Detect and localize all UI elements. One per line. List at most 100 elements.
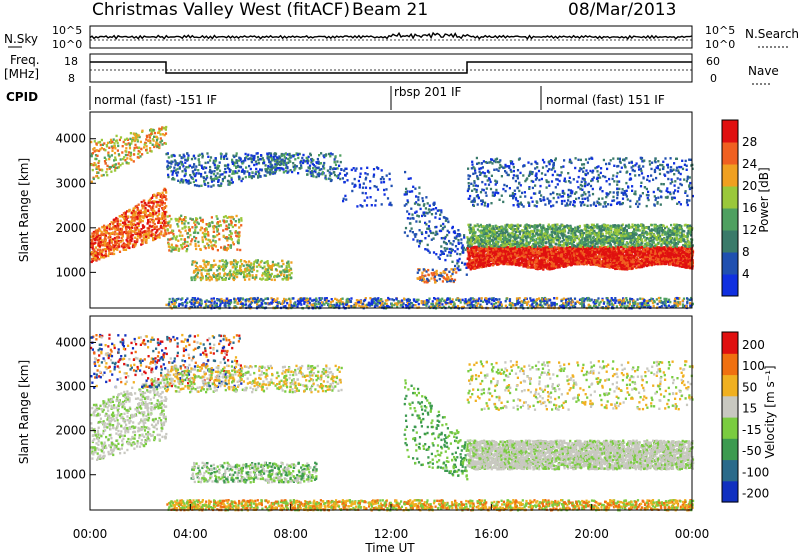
power-scatter (171, 178, 173, 180)
power-scatter (194, 184, 196, 186)
power-scatter (288, 154, 290, 156)
power-scatter (232, 241, 234, 243)
power-scatter (238, 219, 240, 221)
power-scatter (122, 235, 124, 237)
power-scatter (175, 238, 177, 240)
power-scatter (104, 149, 106, 151)
power-scatter (424, 237, 426, 239)
power-scatter (170, 160, 172, 162)
power-scatter (115, 217, 117, 219)
nsky-label: N.Sky (4, 32, 38, 46)
power-scatter (315, 176, 317, 178)
power-scatter (145, 138, 147, 140)
power-scatter (257, 156, 259, 158)
power-scatter (226, 158, 228, 160)
power-scatter (280, 271, 282, 273)
power-scatter (156, 204, 158, 206)
power-scatter (205, 275, 207, 277)
power-scatter (99, 169, 101, 171)
power-scatter (373, 168, 375, 170)
power-scatter (96, 166, 98, 168)
power-scatter (170, 218, 172, 220)
power-scatter (449, 242, 451, 244)
power-scatter (196, 221, 198, 223)
power-scatter (223, 236, 225, 238)
power-scatter (113, 159, 115, 161)
power-scatter (114, 152, 116, 154)
nsky-tick-bottom: 10^0 (52, 38, 82, 51)
power-scatter (114, 156, 116, 158)
power-scatter (101, 231, 103, 233)
power-scatter (202, 219, 204, 221)
power-scatter (187, 180, 189, 182)
power-scatter (435, 212, 437, 214)
power-scatter (234, 170, 236, 172)
power-scatter (224, 278, 226, 280)
power-scatter (189, 243, 191, 245)
power-scatter (210, 185, 212, 187)
power-scatter (428, 235, 430, 237)
power-scatter (122, 158, 124, 160)
power-scatter (263, 159, 265, 161)
power-scatter (233, 156, 235, 158)
power-scatter (422, 200, 424, 202)
power-scatter (121, 228, 123, 230)
power-scatter (145, 233, 147, 235)
power-scatter (410, 177, 412, 179)
power-scatter (345, 198, 347, 200)
cpid-segment-1: normal (fast) -151 IF (94, 93, 217, 107)
power-scatter (167, 174, 169, 176)
power-scatter (108, 224, 110, 226)
power-scatter (160, 226, 162, 228)
power-scatter (91, 181, 93, 183)
power-scatter (237, 270, 239, 272)
power-scatter (142, 220, 144, 222)
power-scatter (232, 163, 234, 165)
power-scatter (138, 229, 140, 231)
power-scatter (124, 143, 126, 145)
power-scatter (138, 211, 140, 213)
power-scatter (136, 205, 138, 207)
power-scatter (204, 171, 206, 173)
power-scatter (209, 166, 211, 168)
power-scatter (277, 163, 279, 165)
power-scatter (223, 156, 225, 158)
beam-label: Beam 21 (352, 0, 428, 20)
power-scatter (184, 159, 186, 161)
power-scatter (244, 279, 246, 281)
power-scatter (229, 183, 231, 185)
power-scatter (447, 221, 449, 223)
power-scatter (418, 245, 420, 247)
power-scatter (180, 161, 182, 163)
nsky-tick-top-right: 10^5 (705, 24, 735, 37)
power-scatter (239, 265, 241, 267)
power-scatter (226, 239, 228, 241)
power-scatter (168, 232, 170, 234)
power-scatter (113, 253, 115, 255)
power-scatter (163, 127, 165, 129)
power-scatter (245, 176, 247, 178)
power-scatter (411, 227, 413, 229)
power-scatter (274, 279, 276, 281)
power-scatter (457, 229, 459, 231)
power-scatter (145, 149, 147, 151)
power-scatter (274, 152, 276, 154)
power-scatter (260, 176, 262, 178)
power-scatter (405, 193, 407, 195)
power-scatter (431, 239, 433, 241)
power-scatter (104, 160, 106, 162)
power-scatter (425, 212, 427, 214)
power-scatter (207, 161, 209, 163)
power-scatter (257, 159, 259, 161)
power-scatter (261, 260, 263, 262)
power-scatter (168, 156, 170, 158)
power-scatter (220, 153, 222, 155)
power-scatter (196, 184, 198, 186)
power-scatter (125, 215, 127, 217)
power-scatter (163, 227, 165, 229)
power-scatter (246, 274, 248, 276)
power-scatter (275, 165, 277, 167)
power-scatter (172, 171, 174, 173)
power-scatter (146, 239, 148, 241)
power-scatter (93, 162, 95, 164)
